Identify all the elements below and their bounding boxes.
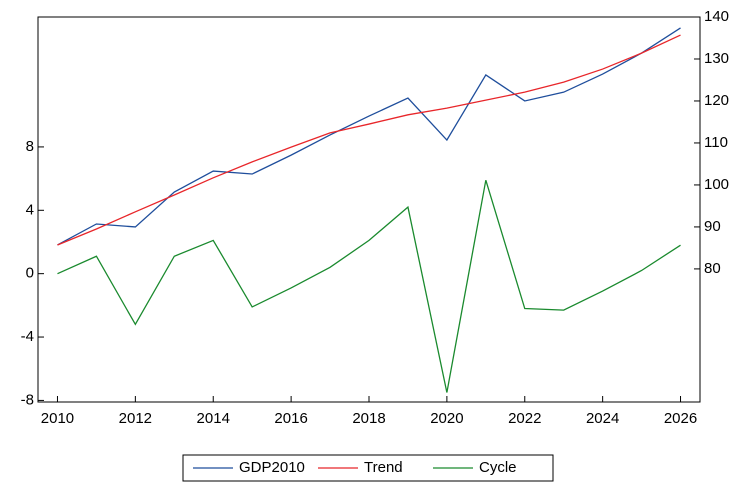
x-tick-label: 2020 bbox=[430, 410, 463, 427]
y-tick-label: -4 bbox=[21, 328, 34, 345]
series-line bbox=[57, 180, 681, 393]
y-tick-label: 4 bbox=[26, 201, 34, 218]
legend-box bbox=[182, 454, 554, 482]
y2-tick-label: 80 bbox=[704, 260, 721, 277]
x-tick-label: 2012 bbox=[119, 410, 152, 427]
y-tick-label: 0 bbox=[26, 265, 34, 282]
y2-tick-label: 100 bbox=[704, 176, 729, 193]
legend-label: Trend bbox=[364, 459, 403, 476]
y2-tick-label: 90 bbox=[704, 218, 721, 235]
x-tick-label: 2016 bbox=[274, 410, 307, 427]
legend-label: GDP2010 bbox=[239, 459, 305, 476]
x-tick-label: 2018 bbox=[352, 410, 385, 427]
x-tick-label: 2010 bbox=[41, 410, 74, 427]
series-line bbox=[57, 34, 681, 246]
y-tick-label: -8 bbox=[21, 391, 34, 408]
legend-label: Cycle bbox=[479, 459, 517, 476]
y2-tick-label: 140 bbox=[704, 8, 729, 25]
x-tick-label: 2026 bbox=[664, 410, 697, 427]
x-tick-label: 2022 bbox=[508, 410, 541, 427]
x-tick-label: 2024 bbox=[586, 410, 619, 427]
y-tick-label: 8 bbox=[26, 138, 34, 155]
y2-tick-label: 110 bbox=[704, 134, 728, 151]
series-line bbox=[57, 27, 681, 246]
y2-tick-label: 120 bbox=[704, 92, 729, 109]
y2-tick-label: 130 bbox=[704, 50, 729, 67]
x-tick-label: 2014 bbox=[197, 410, 230, 427]
